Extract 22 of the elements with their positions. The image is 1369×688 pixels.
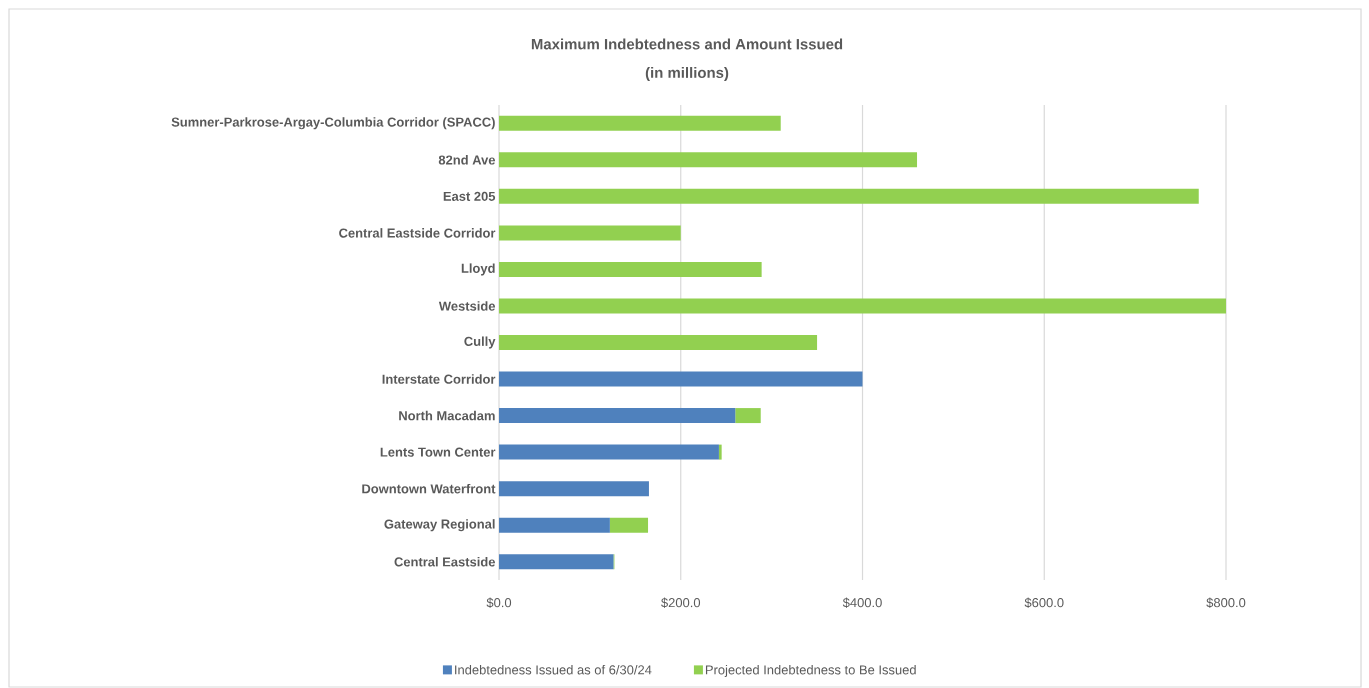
y-tick-label: Cully bbox=[464, 336, 496, 349]
y-tick-label: Lents Town Center bbox=[380, 447, 496, 457]
y-tick-label: Central Eastside Corridor bbox=[339, 228, 496, 238]
y-tick-label: Interstate Corridor bbox=[382, 374, 496, 384]
legend-label: Projected Indebtedness to Be Issued bbox=[705, 664, 916, 678]
y-tick-label: North Macadam bbox=[399, 410, 495, 421]
y-tick-label: Central Eastside bbox=[394, 556, 496, 567]
y-tick-label: Sumner-Parkrose-Argay-Columbia Corridor (SPACC) bbox=[171, 117, 495, 130]
y-tick-label: East 205 bbox=[443, 191, 496, 201]
y-tick-label: Lloyd bbox=[461, 263, 495, 276]
legend-label: Indebtedness Issued as of 6/30/24 bbox=[455, 664, 652, 675]
y-tick-label: Downtown Waterfront bbox=[362, 483, 496, 494]
y-tick-label: 82nd Ave bbox=[438, 155, 496, 165]
x-tick-label: $400.0 bbox=[842, 597, 882, 608]
y-tick-label: Gateway Regional bbox=[384, 519, 495, 532]
chart-title: Maximum Indebtedness and Amount Issued bbox=[531, 38, 843, 50]
chart-subtitle: (in millions) bbox=[645, 67, 729, 81]
y-tick-label: Westside bbox=[438, 301, 496, 311]
x-tick-label: $800.0 bbox=[1206, 597, 1246, 608]
x-tick-label: $600.0 bbox=[1024, 597, 1064, 608]
x-tick-label: $200.0 bbox=[661, 597, 701, 608]
x-tick-label: $0.0 bbox=[486, 597, 512, 608]
